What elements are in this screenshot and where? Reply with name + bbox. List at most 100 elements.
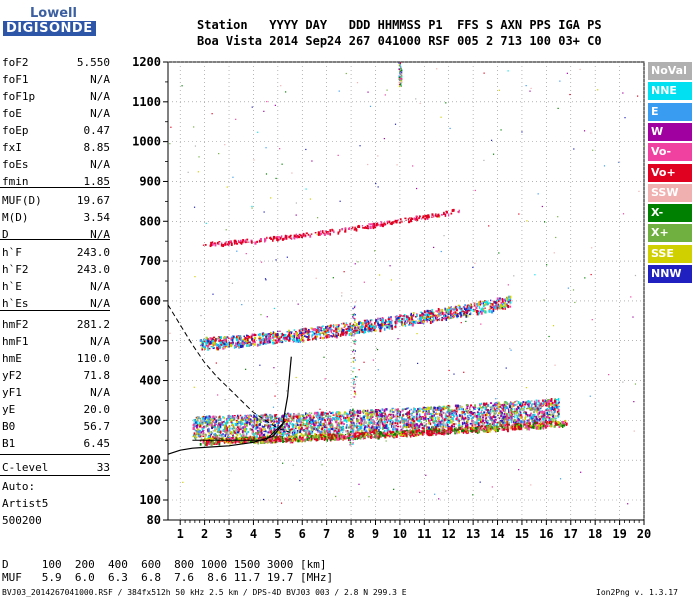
- param-key: hmF1: [2, 335, 29, 348]
- x-tick-label: 4: [250, 527, 257, 541]
- y-tick-label: 1100: [132, 95, 161, 109]
- param-key: M(D): [2, 211, 29, 224]
- y-tick-label: 600: [139, 294, 161, 308]
- param-row: D N/A: [2, 228, 110, 242]
- param-key: hmF2: [2, 318, 29, 331]
- param-row: yF2 71.8: [2, 369, 110, 383]
- param-value: 0.47: [83, 124, 111, 137]
- param-key: MUF(D): [2, 194, 42, 207]
- legend-item: X-: [648, 204, 692, 223]
- param-row: h`E N/A: [2, 280, 110, 294]
- x-tick-label: 20: [637, 527, 651, 541]
- legend-item: E: [648, 102, 692, 121]
- param-row: C-level 33: [2, 461, 110, 475]
- param-value: N/A: [90, 73, 110, 86]
- x-tick-label: 16: [539, 527, 553, 541]
- x-tick-label: 12: [441, 527, 455, 541]
- x-tick-label: 3: [225, 527, 232, 541]
- param-row: h`F 243.0: [2, 246, 110, 260]
- param-separator: [0, 454, 110, 455]
- x-tick-label: 13: [466, 527, 480, 541]
- param-key: D: [2, 228, 9, 241]
- param-separator: [0, 310, 110, 311]
- param-value: 8.85: [83, 141, 111, 154]
- x-tick-label: 17: [564, 527, 578, 541]
- param-row: B1 6.45: [2, 437, 110, 451]
- muf-row: MUF 5.9 6.0 6.3 6.8 7.6 8.6 11.7 19.7 [M…: [2, 571, 334, 584]
- param-key: C-level: [2, 461, 49, 474]
- footer-info: BVJ03_2014267041000.RSF / 384fx512h 50 k…: [2, 588, 407, 597]
- footer-version: Ion2Png v. 1.3.17: [596, 588, 678, 597]
- x-tick-label: 7: [323, 527, 330, 541]
- legend-item: Vo-: [648, 143, 692, 162]
- y-tick-label: 800: [139, 214, 161, 228]
- param-row: yF1 N/A: [2, 386, 110, 400]
- param-row: foEs N/A: [2, 158, 110, 172]
- param-row: fmin 1.85: [2, 175, 110, 189]
- param-value: 71.8: [83, 369, 111, 382]
- legend-item: NNE: [648, 82, 692, 101]
- header-line-1: Station YYYY DAY DDD HHMMSS P1 FFS S AXN…: [197, 18, 602, 32]
- param-value: 243.0: [76, 246, 110, 259]
- param-value: 33: [96, 461, 110, 474]
- param-separator: [0, 239, 110, 240]
- echo-points: [169, 62, 645, 505]
- param-value: 56.7: [83, 420, 111, 433]
- param-value: 1.85: [83, 175, 111, 188]
- param-key: B1: [2, 437, 16, 450]
- param-row: hmE 110.0: [2, 352, 110, 366]
- param-key: foF1: [2, 73, 29, 86]
- digisonde-logo: DIGISONDE: [3, 21, 96, 36]
- x-tick-label: 19: [612, 527, 626, 541]
- x-tick-label: 11: [417, 527, 431, 541]
- param-row: B0 56.7: [2, 420, 110, 434]
- header-line-2: Boa Vista 2014 Sep24 267 041000 RSF 005 …: [197, 34, 602, 48]
- legend-item: X+: [648, 224, 692, 243]
- param-key: foE: [2, 107, 22, 120]
- param-separator: [0, 475, 110, 476]
- param-row: h`Es N/A: [2, 297, 110, 311]
- param-value: N/A: [90, 158, 110, 171]
- x-tick-label: 15: [515, 527, 529, 541]
- legend-item: W: [648, 122, 692, 141]
- y-tick-label: 500: [139, 334, 161, 348]
- param-row: h`F2 243.0: [2, 263, 110, 277]
- param-key: yF2: [2, 369, 22, 382]
- muf-curve: [167, 304, 291, 433]
- auto-code: 500200: [2, 514, 42, 527]
- param-key: hmE: [2, 352, 22, 365]
- param-row: foE N/A: [2, 107, 110, 121]
- legend-item: Vo+: [648, 163, 692, 182]
- lowell-logo: Lowell: [30, 6, 77, 21]
- x-tick-label: 1: [177, 527, 184, 541]
- y-tick-label: 300: [139, 413, 161, 427]
- param-key: fxI: [2, 141, 22, 154]
- fitted-trace: [192, 420, 286, 441]
- x-tick-label: 10: [393, 527, 407, 541]
- param-key: B0: [2, 420, 16, 433]
- y-tick-label: 900: [139, 174, 161, 188]
- plot-frame: [167, 61, 645, 521]
- param-value: 19.67: [76, 194, 110, 207]
- x-tick-label: 6: [299, 527, 306, 541]
- distance-row: D 100 200 400 600 800 1000 1500 3000 [km…: [2, 558, 327, 571]
- param-value: 20.0: [83, 403, 111, 416]
- param-row: yE 20.0: [2, 403, 110, 417]
- param-value: N/A: [90, 90, 110, 103]
- param-value: N/A: [90, 386, 110, 399]
- true-height-profile: [167, 356, 292, 455]
- param-row: foF1p N/A: [2, 90, 110, 104]
- param-row: M(D) 3.54: [2, 211, 110, 225]
- param-key: foF1p: [2, 90, 36, 103]
- param-row: hmF2 281.2: [2, 318, 110, 332]
- legend-item: SSE: [648, 244, 692, 263]
- param-row: foF2 5.550: [2, 56, 110, 70]
- x-tick-label: 2: [201, 527, 208, 541]
- y-tick-label: 700: [139, 254, 161, 268]
- param-value: 6.45: [83, 437, 111, 450]
- param-row: hmF1 N/A: [2, 335, 110, 349]
- legend-item: NoVal: [648, 62, 692, 80]
- param-value: 3.54: [83, 211, 111, 224]
- param-key: fmin: [2, 175, 29, 188]
